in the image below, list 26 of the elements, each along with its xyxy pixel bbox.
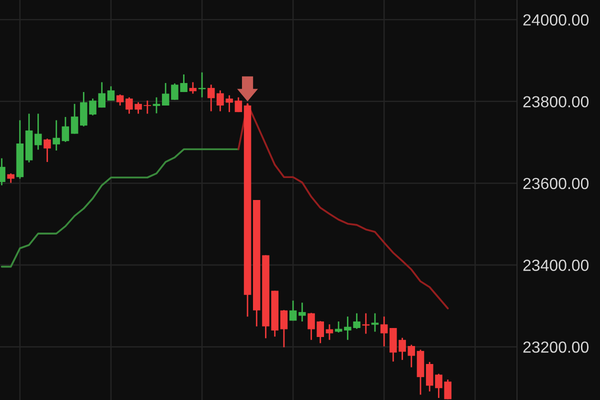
candlestick [7,172,14,184]
y-tick-label: 23600.00 [523,178,589,190]
candlestick [70,103,78,134]
candlestick [326,324,334,341]
y-tick-label: 23400.00 [523,260,589,271]
candlestick [371,312,379,332]
candlestick [234,96,242,113]
line-series [0,148,240,268]
candlestick [44,138,51,163]
candlestick [408,344,416,368]
candlestick [426,361,434,392]
candlestick [107,86,115,102]
y-tick-label: 23800.00 [523,96,589,108]
line-series [238,102,449,310]
candlestick [298,302,306,322]
candlestick [34,113,42,150]
candlestick [52,120,60,152]
candlestick [152,96,160,114]
candlestick [62,116,70,143]
candlestick [380,316,388,348]
y-tick-label: 24000.00 [523,14,589,26]
candlestick [116,94,124,106]
y-tick-label: 23200.00 [523,341,589,353]
candlestick [280,309,288,348]
candlestick [289,300,297,322]
candlestick [162,82,170,106]
